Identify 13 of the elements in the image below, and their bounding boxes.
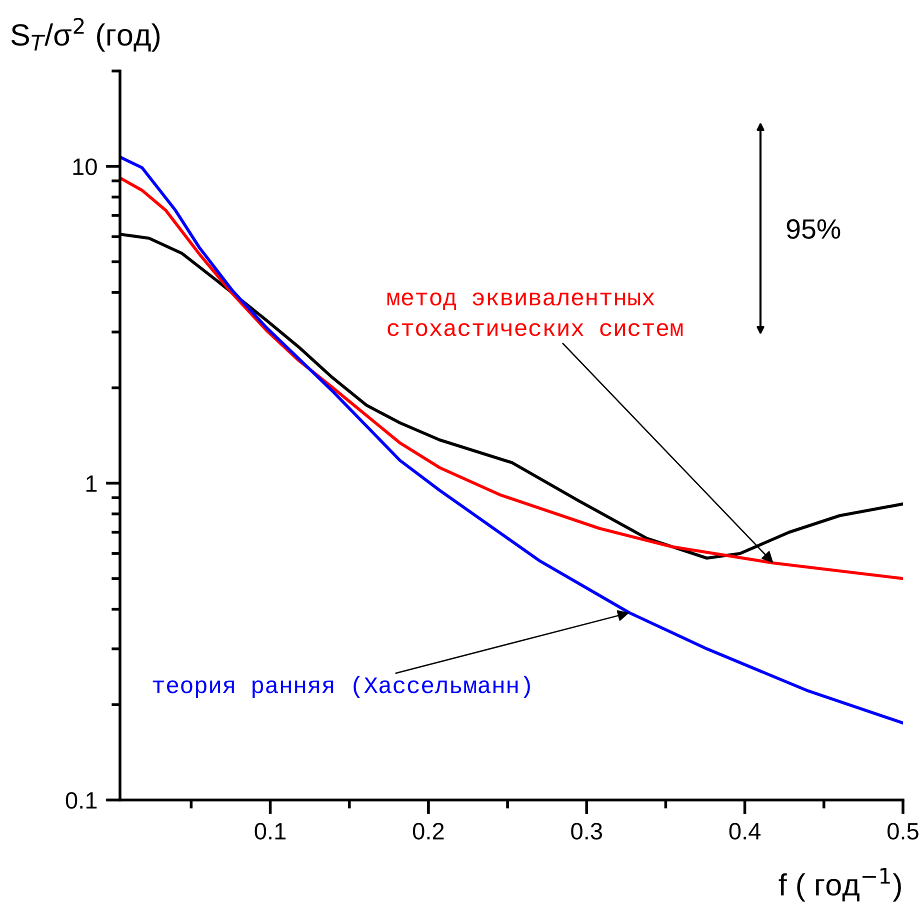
x-tick-label: 0.3 xyxy=(571,822,602,840)
y-tick-label: 10 xyxy=(73,158,97,176)
x-tick-label: 0.4 xyxy=(729,822,761,840)
y-axis-title: S$_{T}$/σ$^{2}$ (год) xyxy=(11,18,160,52)
x-axis-title: f ( год$^{−1}$) xyxy=(778,868,901,902)
y-tick-label: 1 xyxy=(86,475,97,492)
annotation: 95% xyxy=(786,219,840,239)
text: метод эквивалентных стохастических систем xyxy=(387,292,683,336)
text: теория ранняя (Хассельманн) xyxy=(152,676,530,698)
x-tick-label: 0.5 xyxy=(888,822,918,840)
y-tick-label: 0.1 xyxy=(66,792,97,809)
x-tick-label: 0.2 xyxy=(412,822,444,840)
x-tick-label: 0.1 xyxy=(254,822,286,840)
